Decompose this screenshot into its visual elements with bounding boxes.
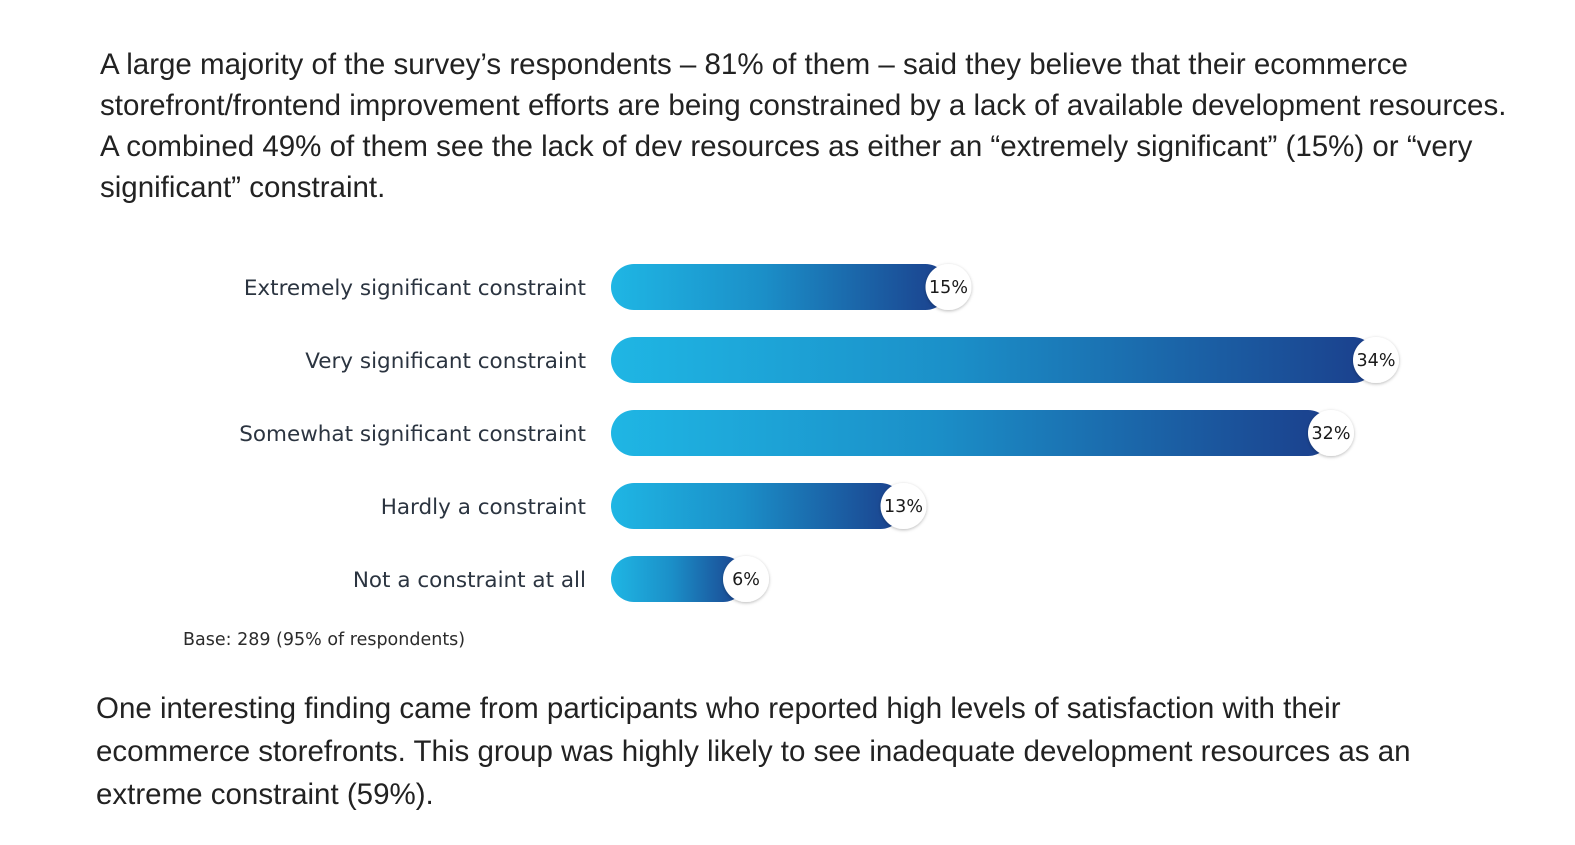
category-label: Not a constraint at all — [353, 568, 586, 593]
category-label: Hardly a constraint — [381, 495, 586, 520]
category-label: Somewhat significant constraint — [239, 422, 586, 447]
value-label: 6% — [732, 570, 760, 590]
value-label: 13% — [884, 497, 923, 517]
bar-row: Not a constraint at all 6% — [353, 556, 769, 602]
value-badge — [723, 556, 769, 602]
category-label: Extremely significant constraint — [244, 276, 586, 301]
bar-row: Extremely significant constraint 15% — [244, 264, 972, 310]
value-label: 15% — [929, 278, 968, 298]
value-badge — [1353, 337, 1399, 383]
bar — [611, 483, 904, 529]
category-label: Very significant constraint — [305, 349, 586, 374]
value-label: 32% — [1312, 424, 1351, 444]
bars-group: Extremely significant constraint 15% Very … — [239, 264, 1399, 602]
bar-chart: Extremely significant constraint 15% Very … — [183, 264, 1399, 650]
value-badge — [880, 483, 927, 529]
bar-row: Somewhat significant constraint 32% — [239, 410, 1354, 456]
bar — [611, 410, 1331, 456]
bar — [611, 264, 949, 310]
outro-paragraph: One interesting finding came from partic… — [96, 692, 1411, 811]
bar-row: Very significant constraint 34% — [305, 337, 1399, 383]
value-badge — [1308, 410, 1354, 456]
value-label: 34% — [1357, 351, 1396, 371]
bar — [611, 337, 1376, 383]
bar — [611, 556, 746, 602]
base-note: Base: 289 (95% of respondents) — [183, 630, 465, 650]
value-badge — [925, 264, 972, 310]
bar-row: Hardly a constraint 13% — [381, 483, 927, 529]
intro-paragraph: A large majority of the survey’s respond… — [100, 48, 1507, 204]
